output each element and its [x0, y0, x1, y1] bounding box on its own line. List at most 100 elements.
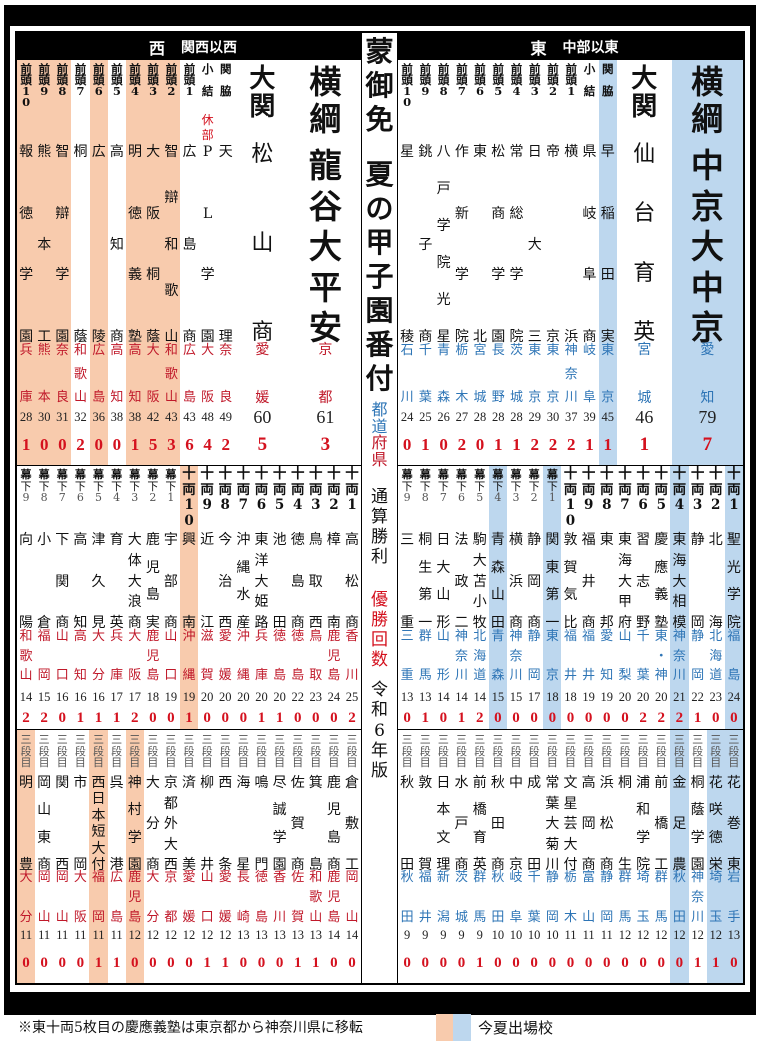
glyph: 前 [472, 775, 487, 791]
glyph: 川 [273, 910, 287, 925]
rank-label: 大関 [617, 65, 672, 121]
banzuke-column: 十両 7 沖縄水産沖縄 20 0 [234, 466, 252, 729]
banzuke-column: 幕下 3 大体大浪商大阪 17 2 [126, 466, 144, 729]
glyph: 1 [565, 497, 576, 513]
legend-swatch [436, 1014, 471, 1041]
banzuke-column: 関脇早稲田実東京 45 1 [598, 60, 617, 465]
glyph: 分 [91, 668, 105, 683]
glyph: 賀 [290, 816, 305, 832]
glyph: 9 [202, 497, 212, 513]
glyph: 前 [456, 62, 468, 76]
glyph: 一 [545, 614, 560, 631]
glyph: 三 [492, 733, 504, 746]
glyph: 目 [147, 756, 159, 769]
glyph: 縄 [182, 668, 196, 683]
school-name: 神村学園 [126, 776, 144, 872]
glyph: 鹿 [146, 629, 160, 644]
banzuke-column: 前頭 3 大阪桐蔭大阪 42 5 [144, 60, 163, 465]
glyph: 甲 [617, 594, 632, 611]
glyph: 静 [690, 532, 705, 548]
glyph: 田 [272, 615, 287, 631]
glyph: 5 [274, 497, 285, 513]
glyph: 前 [565, 62, 577, 76]
championship-count: 0 [530, 955, 538, 971]
glyph: 学 [690, 829, 705, 846]
school-name: 秋田 [398, 776, 416, 872]
glyph: 横 [691, 63, 724, 101]
glyph: 児 [327, 648, 341, 664]
rank-label: 三段目 [525, 734, 543, 769]
glyph: 治 [218, 573, 233, 590]
prefecture: 高知 [126, 344, 144, 404]
glyph: 神 [672, 629, 686, 644]
glyph: 豊 [19, 857, 34, 873]
glyph: 両 [672, 481, 687, 498]
glyph: 幕 [492, 468, 504, 481]
banzuke-column: 横綱龍谷大平安京都 61 3 [290, 60, 361, 465]
glyph: 三 [692, 733, 704, 746]
glyph: 山 [164, 390, 178, 405]
glyph: 塾 [654, 614, 669, 631]
glyph: 段 [310, 744, 322, 758]
glyph: 阜 [582, 267, 597, 284]
glyph: 幕 [147, 468, 159, 481]
glyph: 高 [73, 629, 87, 644]
school-name: 鹿児島実 [144, 533, 162, 630]
rank-label: 三段目 [489, 734, 507, 769]
glyph: 重 [400, 615, 415, 631]
glyph: 山 [251, 231, 274, 256]
glyph: 樟 [326, 532, 341, 548]
glyph: 三 [292, 733, 304, 746]
championship-count: 1 [494, 435, 503, 454]
rank-label: 三段目 [289, 734, 307, 769]
side-label: 西 [148, 38, 165, 58]
total-wins: 46 [635, 407, 654, 427]
west-header: 西 関西以西 [17, 33, 361, 60]
school-name: 倉敷工 [343, 776, 361, 872]
glyph: 2 [329, 497, 339, 513]
glyph: 水 [454, 775, 469, 791]
glyph: 目 [601, 756, 613, 769]
total-wins: 11 [74, 928, 87, 942]
total-wins: 20 [655, 690, 668, 704]
glyph: 7 [58, 491, 66, 504]
prefecture: 宮城 [617, 343, 672, 405]
banzuke-column: 三段目秋田商秋田 10 0 [489, 730, 507, 983]
glyph: 浜 [599, 775, 614, 791]
glyph: 賀 [418, 857, 433, 873]
glyph: 大 [527, 236, 542, 253]
glyph: 秋 [400, 775, 415, 791]
glyph: 目 [564, 756, 576, 769]
glyph: 段 [510, 744, 522, 758]
school-name: 仙台育英 [617, 144, 672, 344]
banzuke-column: 十両 3 鳥取西鳥取 23 0 [307, 466, 325, 729]
total-wins: 16 [74, 690, 87, 704]
glyph: 川 [400, 390, 414, 405]
banzuke-column: 十両 9 福井商福井 19 0 [580, 466, 598, 729]
glyph: 1 [347, 497, 357, 513]
west-juryo-makushita-section: 幕下 9 向陽和歌山 14 2 幕下 8 小倉福岡 15 2 幕下 7 下関商山口 16 0 幕下 6 高知高知 1… [17, 466, 361, 730]
glyph: 阪 [128, 668, 142, 683]
rank-label: 三段目 [53, 734, 71, 769]
glyph: 頭 [92, 73, 105, 87]
glyph: 目 [655, 756, 667, 769]
glyph: 三 [456, 733, 468, 746]
championship-count: 0 [439, 710, 448, 726]
glyph: 野 [636, 615, 651, 631]
glyph: 2 [711, 497, 721, 513]
prefecture: 大阪 [199, 344, 217, 404]
glyph: 大 [308, 227, 342, 266]
glyph: 海 [709, 648, 723, 664]
prefecture: 神奈川 [507, 630, 525, 682]
glyph: 川 [545, 857, 560, 873]
glyph: 光 [726, 559, 741, 576]
glyph: 9 [403, 491, 411, 504]
glyph: 倉 [37, 615, 52, 631]
glyph: 1 [185, 84, 194, 98]
glyph: 森 [491, 668, 505, 683]
school-name: 東海大相模 [670, 533, 688, 630]
glyph: 総 [509, 205, 524, 222]
glyph: 水 [236, 587, 251, 604]
glyph: 手 [727, 910, 741, 925]
